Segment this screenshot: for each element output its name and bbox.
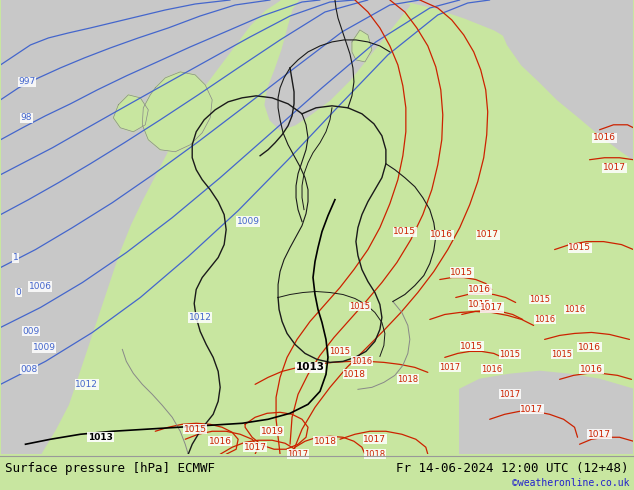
Text: 1015: 1015 xyxy=(330,347,351,356)
Text: ©weatheronline.co.uk: ©weatheronline.co.uk xyxy=(512,478,629,488)
Text: Fr 14-06-2024 12:00 UTC (12+48): Fr 14-06-2024 12:00 UTC (12+48) xyxy=(396,462,629,475)
Polygon shape xyxy=(1,0,280,454)
Text: 1016: 1016 xyxy=(430,230,453,239)
Text: 1015: 1015 xyxy=(393,227,417,236)
Text: 1015: 1015 xyxy=(568,243,591,252)
Text: 1015: 1015 xyxy=(349,302,370,311)
Text: 1017: 1017 xyxy=(243,443,267,452)
Text: 1009: 1009 xyxy=(236,217,259,226)
Text: 1: 1 xyxy=(13,253,18,262)
Text: 1019: 1019 xyxy=(261,427,283,436)
Text: 1013: 1013 xyxy=(88,433,113,442)
Text: 1015: 1015 xyxy=(460,342,483,351)
Text: 1016: 1016 xyxy=(593,133,616,142)
Text: 1018: 1018 xyxy=(365,450,385,459)
Polygon shape xyxy=(113,95,148,132)
Text: 1009: 1009 xyxy=(32,343,56,352)
Text: 1016: 1016 xyxy=(469,285,491,294)
Text: 009: 009 xyxy=(22,327,40,336)
Text: 1015: 1015 xyxy=(499,350,520,359)
Text: 1016: 1016 xyxy=(351,357,373,366)
Text: 1017: 1017 xyxy=(520,405,543,414)
Text: 1017: 1017 xyxy=(363,435,386,444)
Text: 1012: 1012 xyxy=(189,313,212,322)
Text: 1012: 1012 xyxy=(75,380,98,389)
Text: 1017: 1017 xyxy=(588,430,611,439)
Text: 008: 008 xyxy=(20,365,38,374)
Text: 1006: 1006 xyxy=(29,282,51,291)
Text: 1017: 1017 xyxy=(499,390,521,399)
Polygon shape xyxy=(265,0,410,130)
Text: 98: 98 xyxy=(20,113,32,122)
Text: 1016: 1016 xyxy=(564,305,585,314)
Text: 1016: 1016 xyxy=(534,315,555,324)
Text: 1017: 1017 xyxy=(439,363,460,372)
Text: 1016: 1016 xyxy=(209,437,231,446)
Text: 1015: 1015 xyxy=(551,350,572,359)
Text: 1016: 1016 xyxy=(481,365,502,374)
Text: 1015: 1015 xyxy=(184,425,207,434)
Polygon shape xyxy=(460,371,633,454)
Text: 1017: 1017 xyxy=(480,303,503,312)
Polygon shape xyxy=(142,72,212,152)
Text: 1015: 1015 xyxy=(450,268,473,277)
Text: 1017: 1017 xyxy=(603,163,626,172)
Text: 1016: 1016 xyxy=(580,365,603,374)
Text: 997: 997 xyxy=(18,77,36,86)
Text: 1017: 1017 xyxy=(287,450,309,459)
Text: 1013: 1013 xyxy=(295,363,325,372)
Text: 1015: 1015 xyxy=(469,300,491,309)
Text: 1018: 1018 xyxy=(398,375,418,384)
Text: 1015: 1015 xyxy=(529,295,550,304)
Text: 1016: 1016 xyxy=(578,343,601,352)
Text: Surface pressure [hPa] ECMWF: Surface pressure [hPa] ECMWF xyxy=(5,462,215,475)
Text: 1017: 1017 xyxy=(476,230,499,239)
Text: 1018: 1018 xyxy=(313,437,337,446)
Text: 1018: 1018 xyxy=(344,370,366,379)
Text: 0: 0 xyxy=(15,288,22,297)
Polygon shape xyxy=(390,0,633,100)
Polygon shape xyxy=(352,30,372,62)
Polygon shape xyxy=(498,0,633,160)
